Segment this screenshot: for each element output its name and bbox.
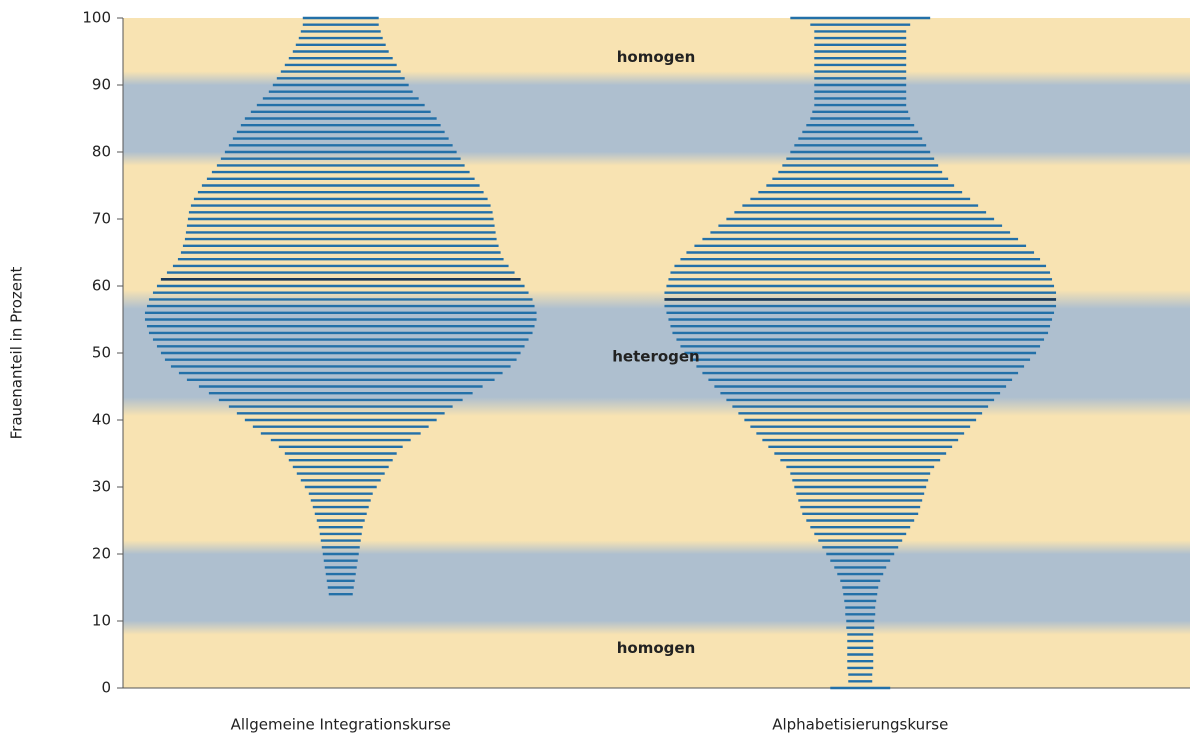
y-tick-label: 80 <box>92 143 111 161</box>
y-tick-label: 50 <box>92 344 111 362</box>
y-tick-label: 10 <box>92 612 111 630</box>
annotation: homogen <box>617 48 696 66</box>
y-tick-label: 30 <box>92 478 111 496</box>
y-tick-label: 0 <box>101 679 111 697</box>
x-tick-label: Allgemeine Integrationskurse <box>231 716 451 734</box>
y-tick-label: 100 <box>82 9 111 27</box>
y-tick-label: 20 <box>92 545 111 563</box>
x-tick-label: Alphabetisierungskurse <box>772 716 948 734</box>
y-tick-label: 40 <box>92 411 111 429</box>
y-axis-label: Frauenanteil in Prozent <box>8 266 26 439</box>
y-tick-label: 60 <box>92 277 111 295</box>
y-tick-label: 70 <box>92 210 111 228</box>
annotation: heterogen <box>612 348 700 366</box>
y-tick-label: 90 <box>92 76 111 94</box>
annotation: homogen <box>617 639 696 657</box>
band <box>123 487 1190 688</box>
